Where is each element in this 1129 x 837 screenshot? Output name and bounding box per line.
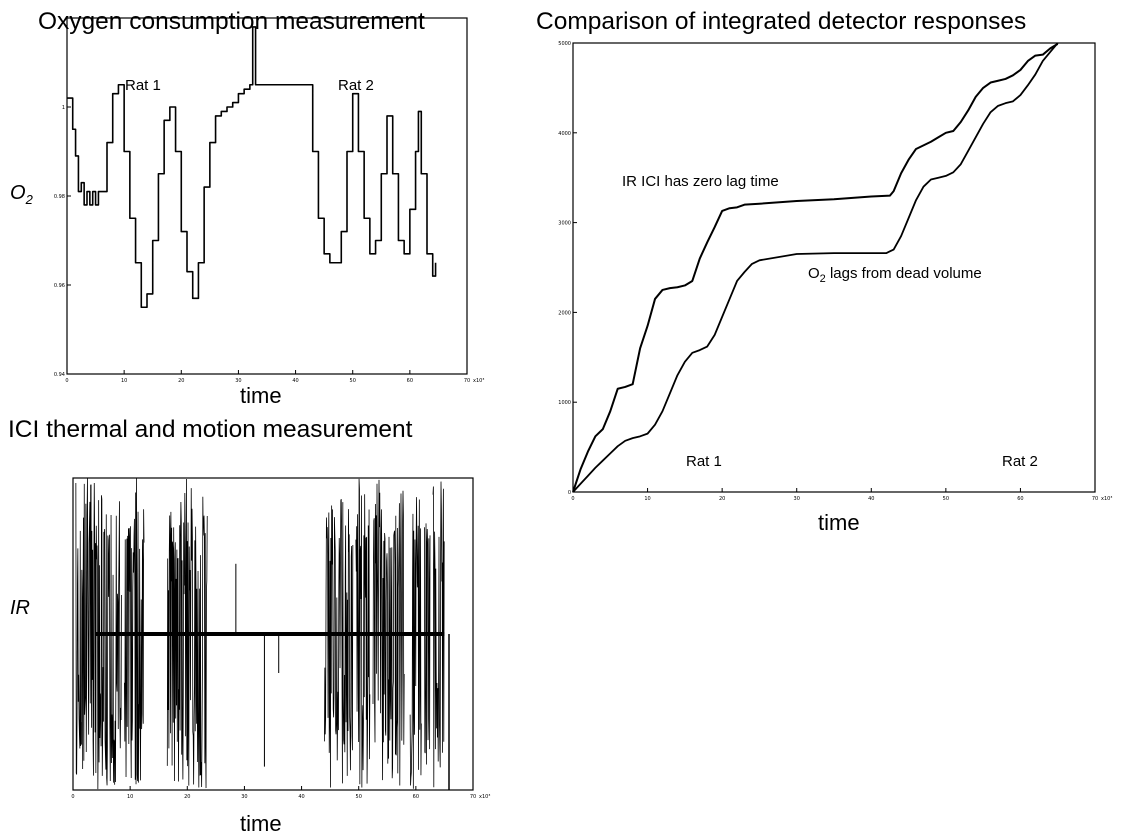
oxygen-x-label: time (240, 383, 282, 408)
comparison-y-tick-label: 5000 (558, 41, 571, 47)
comparison-annotation-rat-2: Rat 2 (1002, 453, 1038, 470)
comparison-x-tick-label: 30 (794, 496, 800, 502)
oxygen-series-line (67, 26, 437, 309)
comparison-x-tick-label: 20 (719, 496, 725, 502)
oxygen-y-tick-label: 0.96 (54, 283, 65, 289)
ir-chart: 0 10 20 30 40 50 60 70 x10³ (71, 477, 490, 800)
ir-x-tick-label: 0 (71, 794, 74, 800)
ir-x-tick-label: 40 (298, 794, 304, 800)
comparison-series-ir-line (572, 43, 1059, 493)
ir-x-label: time (240, 811, 282, 836)
comparison-x-tick-label: 70 (1092, 496, 1098, 502)
oxygen-y-tick-label: 0.98 (54, 194, 65, 200)
comparison-x-tick-label: 50 (943, 496, 949, 502)
comparison-y-tick-label: 0 (568, 490, 571, 496)
ir-burst-trace (324, 499, 354, 788)
oxygen-x-tick-label: 0 (65, 378, 68, 384)
comparison-panel-title: Comparison of integrated detector respon… (536, 8, 1027, 35)
oxygen-x-tick-label: 70 (464, 378, 470, 384)
oxygen-annotation-rat-1: Rat 1 (125, 77, 161, 94)
oxygen-chart: 0 10 20 30 40 50 60 70 x10³ 0.94 0.96 0.98 1 Rat 1 Rat… (54, 17, 484, 384)
oxygen-panel-title: Oxygen consumption measurement (38, 8, 425, 35)
ir-burst-trace (432, 481, 445, 788)
comparison-x-tick-label: 60 (1017, 496, 1023, 502)
oxygen-y-tick-label: 1 (62, 105, 65, 111)
ir-burst-trace (184, 479, 208, 789)
oxygen-x-tick-label: 40 (292, 378, 298, 384)
comparison-x-scale-note: x10³ (1101, 496, 1112, 502)
comparison-y-tick-label: 1000 (558, 400, 571, 406)
comparison-y-tick-label: 4000 (558, 131, 571, 137)
ir-burst-trace (355, 478, 371, 788)
comparison-x-tick-label: 0 (571, 496, 574, 502)
comparison-annotation-ir: IR ICI has zero lag time (622, 173, 779, 190)
oxygen-x-tick-label: 60 (407, 378, 413, 384)
ir-burst-trace (75, 478, 122, 790)
comparison-chart: 0 10 20 30 40 50 60 70 x10³ 0 1000 2000 3000 4000 5000… (558, 41, 1112, 502)
ir-burst-trace (424, 523, 431, 765)
ir-burst-trace (166, 502, 185, 782)
ir-x-tick-label: 10 (127, 794, 133, 800)
ir-x-tick-label: 20 (184, 794, 190, 800)
comparison-annotation-rat-1: Rat 1 (686, 453, 722, 470)
comparison-x-tick-label: 10 (644, 496, 650, 502)
ir-burst-trace (409, 497, 422, 789)
oxygen-y-tick-label: 0.94 (54, 372, 65, 378)
oxygen-y-label: O2 (10, 182, 33, 207)
oxygen-x-tick-label: 20 (178, 378, 184, 384)
ir-x-tick-label: 70 (470, 794, 476, 800)
comparison-x-label: time (818, 510, 860, 535)
ir-burst-trace (372, 479, 405, 786)
comparison-plot-frame (572, 42, 1096, 493)
oxygen-x-tick-label: 30 (235, 378, 241, 384)
ir-x-tick-label: 30 (241, 794, 247, 800)
ir-x-tick-label: 50 (356, 794, 362, 800)
ir-y-label: IR (10, 597, 30, 619)
oxygen-x-scale-note: x10³ (473, 378, 484, 384)
ir-panel-title: ICI thermal and motion measurement (8, 416, 413, 443)
comparison-series-o2-line (572, 42, 1059, 493)
comparison-y-tick-label: 2000 (558, 310, 571, 316)
comparison-annotation-o2: O2 lags from dead volume (808, 265, 982, 285)
oxygen-x-tick-label: 50 (350, 378, 356, 384)
oxygen-annotation-rat-2: Rat 2 (338, 77, 374, 94)
oxygen-x-tick-label: 10 (121, 378, 127, 384)
ir-x-tick-label: 60 (413, 794, 419, 800)
ir-x-scale-note: x10³ (479, 794, 490, 800)
comparison-y-tick-label: 3000 (558, 221, 571, 227)
comparison-x-tick-label: 40 (868, 496, 874, 502)
oxygen-plot-frame (66, 17, 468, 375)
ir-plot-frame (72, 477, 474, 791)
ir-burst-trace (124, 478, 145, 785)
